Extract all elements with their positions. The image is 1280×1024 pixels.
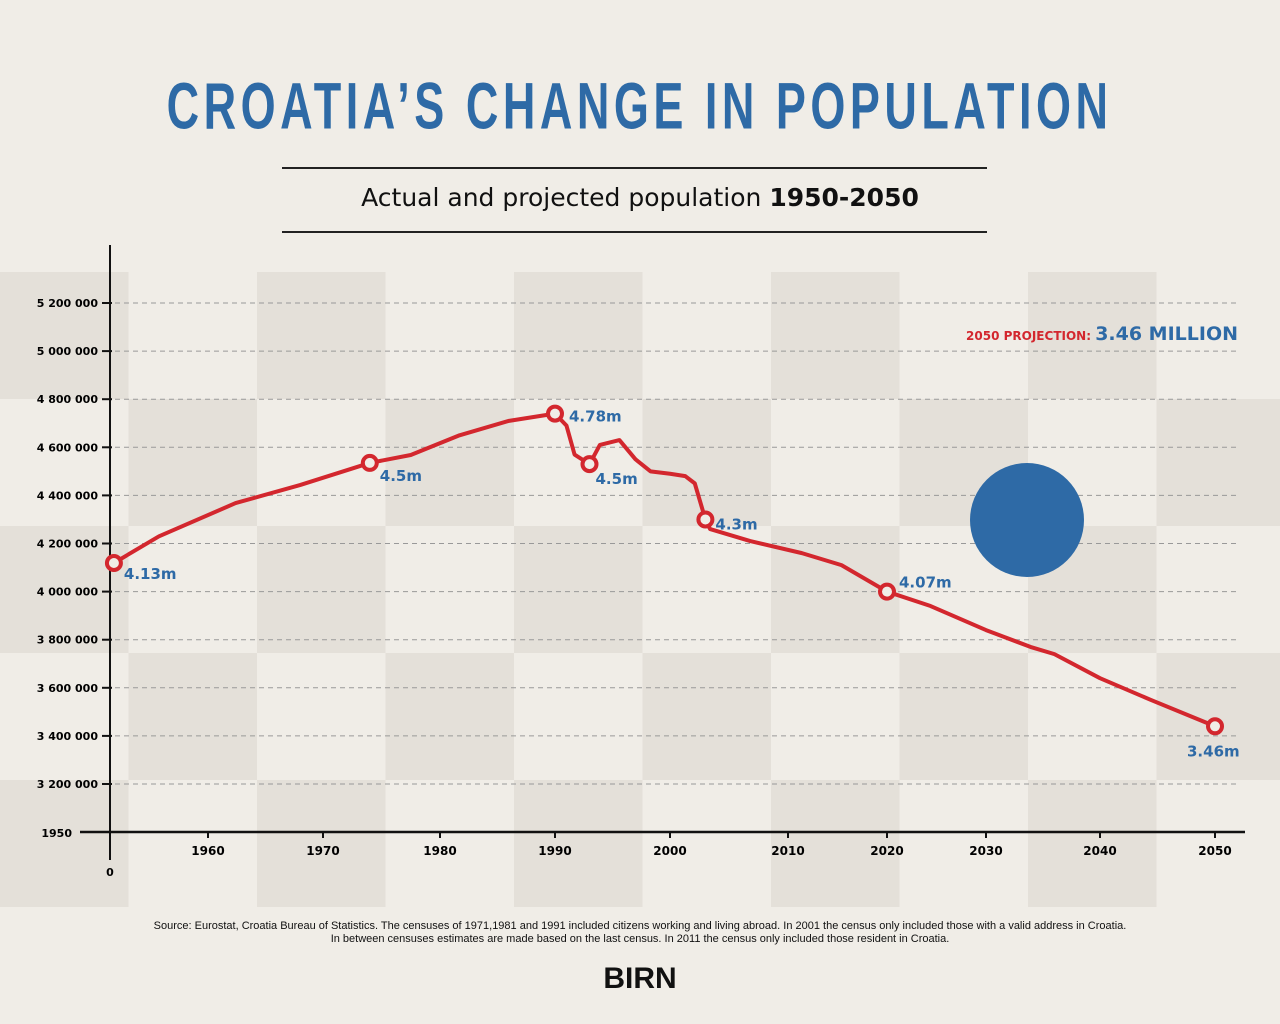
background-cell (1028, 272, 1157, 399)
background-cell (1156, 653, 1280, 780)
subtitle: Actual and projected population 1950-205… (0, 183, 1280, 212)
background-cell (128, 399, 257, 526)
background-cell (1156, 399, 1280, 526)
subtitle-regular: Actual and projected population (361, 183, 762, 212)
page-title: CROATIA’S CHANGE IN POPULATION (167, 69, 1113, 143)
projection-annotation: 2050 PROJECTION: 3.46 MILLION (966, 323, 1238, 345)
background-cell (0, 526, 129, 653)
data-marker (878, 582, 896, 601)
population-line (111, 411, 1217, 729)
subtitle-bold: 1950-2050 (769, 183, 919, 212)
background-cell (1028, 780, 1157, 907)
y-tick-label: 4 400 000 (37, 489, 99, 502)
x-tick-label: 1980 (423, 844, 456, 858)
background-cell (385, 653, 514, 780)
projection-label: 2050 PROJECTION: (966, 329, 1095, 343)
data-marker (360, 453, 379, 472)
y-tick-label: 5 200 000 (37, 297, 99, 310)
y-tick-label: 5 000 000 (37, 345, 99, 358)
background-cell (257, 780, 386, 907)
x-tick-label: 2040 (1083, 844, 1116, 858)
divider (282, 231, 987, 233)
data-marker (1206, 717, 1224, 736)
y-tick-label: 3 600 000 (37, 682, 99, 695)
x-tick-label: 1960 (191, 844, 224, 858)
background-cell (514, 526, 643, 653)
data-label: 4.5m (380, 467, 422, 485)
x-tick-label: 2010 (771, 844, 804, 858)
data-label: 4.5m (596, 470, 638, 488)
background-cell (642, 653, 771, 780)
x-tick-label: 1970 (306, 844, 339, 858)
background-cell (899, 653, 1028, 780)
background-cell (257, 272, 386, 399)
data-marker (104, 553, 123, 572)
data-marker (696, 510, 715, 529)
y-tick-label: 4 200 000 (37, 538, 99, 551)
background-cell (642, 399, 771, 526)
x-tick-label: 2000 (653, 844, 686, 858)
data-marker (546, 404, 564, 423)
background-cell (0, 272, 129, 399)
y-tick-label: 3 800 000 (37, 634, 99, 647)
divider (282, 167, 987, 169)
source-note: Source: Eurostat, Croatia Bureau of Stat… (0, 920, 1280, 946)
background-cell (0, 780, 129, 907)
x-tick-label: 2030 (969, 844, 1002, 858)
background-cell (128, 653, 257, 780)
y-origin-label: 1950 (41, 827, 72, 840)
x-origin-label: 0 (106, 866, 114, 879)
background-cell (257, 526, 386, 653)
y-tick-label: 3 400 000 (37, 730, 99, 743)
y-tick-label: 4 800 000 (37, 393, 99, 406)
data-label: 4.07m (899, 574, 952, 592)
data-label: 4.3m (715, 515, 757, 533)
data-label: 4.13m (124, 565, 177, 583)
y-tick-label: 3 200 000 (37, 778, 99, 791)
y-tick-label: 4 600 000 (37, 441, 99, 454)
birn-logo: BIRN (603, 962, 677, 995)
x-tick-label: 2050 (1198, 844, 1231, 858)
background-cell (771, 526, 900, 653)
background-cell (514, 780, 643, 907)
background-cell (771, 272, 900, 399)
y-tick-label: 4 000 000 (37, 586, 99, 599)
x-tick-label: 2020 (870, 844, 903, 858)
title-container: CROATIA’S CHANGE IN POPULATION (0, 68, 1280, 148)
data-label: 3.46m (1187, 742, 1240, 760)
background-cell (385, 399, 514, 526)
x-tick-label: 1990 (538, 844, 571, 858)
projection-value: 3.46 MILLION (1095, 323, 1238, 345)
source-line: In between censuses estimates are made b… (330, 933, 950, 945)
background-cell (771, 780, 900, 907)
background-cell (514, 272, 643, 399)
data-marker (580, 455, 599, 474)
data-label: 4.78m (569, 408, 622, 426)
projection-circle (970, 463, 1084, 577)
source-line: Source: Eurostat, Croatia Bureau of Stat… (153, 920, 1127, 932)
